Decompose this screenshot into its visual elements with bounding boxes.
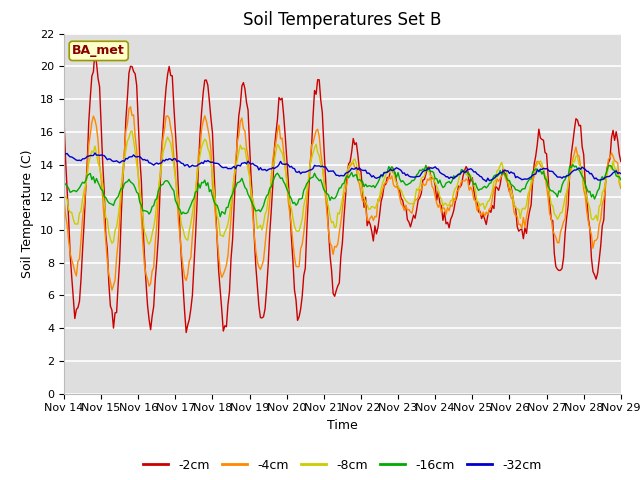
-2cm [60, 117, 68, 122]
-8cm [399, 192, 406, 198]
-4cm [412, 197, 419, 203]
-8cm [380, 176, 388, 182]
-16cm [550, 190, 558, 195]
-8cm [552, 213, 559, 219]
-4cm [617, 185, 625, 191]
Line: -8cm: -8cm [64, 131, 621, 244]
-8cm [617, 183, 625, 189]
-32cm [379, 173, 387, 179]
-32cm [552, 172, 559, 178]
Line: -16cm: -16cm [64, 165, 621, 216]
-2cm [76, 299, 83, 304]
-16cm [410, 178, 417, 183]
-4cm [60, 195, 68, 201]
-16cm [164, 178, 172, 184]
-2cm [182, 330, 190, 336]
-32cm [76, 157, 83, 163]
-2cm [380, 182, 388, 188]
-8cm [60, 195, 68, 201]
Y-axis label: Soil Temperature (C): Soil Temperature (C) [22, 149, 35, 278]
-32cm [483, 179, 490, 184]
-4cm [127, 104, 134, 109]
X-axis label: Time: Time [327, 419, 358, 432]
-16cm [216, 214, 224, 219]
-8cm [145, 241, 153, 247]
Line: -4cm: -4cm [64, 107, 621, 290]
-32cm [60, 152, 68, 157]
-8cm [167, 140, 175, 146]
-16cm [60, 180, 68, 185]
-8cm [76, 210, 83, 216]
-16cm [617, 177, 625, 182]
-2cm [165, 63, 173, 69]
-2cm [617, 158, 625, 164]
-2cm [91, 48, 99, 54]
-16cm [76, 185, 83, 191]
-4cm [108, 287, 116, 293]
-32cm [617, 171, 625, 177]
-32cm [410, 174, 417, 180]
-16cm [397, 179, 405, 185]
-2cm [399, 198, 406, 204]
-32cm [397, 168, 405, 173]
-4cm [552, 234, 559, 240]
Title: Soil Temperatures Set B: Soil Temperatures Set B [243, 11, 442, 29]
-32cm [165, 156, 173, 162]
-4cm [167, 125, 175, 131]
-8cm [412, 195, 419, 201]
-16cm [569, 162, 577, 168]
-4cm [399, 203, 406, 209]
-4cm [76, 256, 83, 262]
-4cm [380, 181, 388, 187]
Line: -32cm: -32cm [64, 153, 621, 181]
-8cm [128, 128, 136, 134]
-2cm [412, 216, 419, 221]
Line: -2cm: -2cm [64, 51, 621, 333]
-16cm [379, 174, 387, 180]
-32cm [91, 150, 99, 156]
Legend: -2cm, -4cm, -8cm, -16cm, -32cm: -2cm, -4cm, -8cm, -16cm, -32cm [138, 454, 547, 477]
-2cm [552, 264, 559, 269]
Text: BA_met: BA_met [72, 44, 125, 58]
